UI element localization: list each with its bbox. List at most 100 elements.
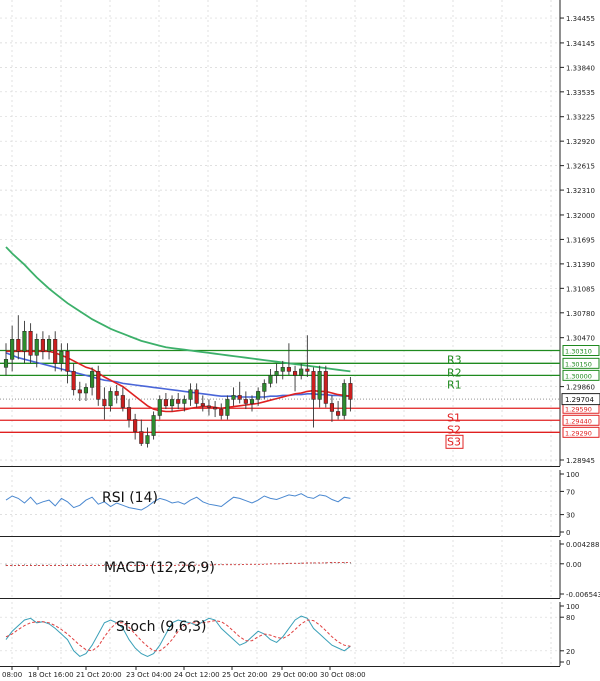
candle-body — [237, 395, 242, 400]
candle-body — [206, 405, 211, 408]
y-tick-label: 1.30470 — [566, 335, 595, 343]
y-tick-label: 1.32920 — [566, 138, 595, 146]
candle-body — [83, 387, 89, 394]
y-tick-label: -0.006543 — [566, 591, 600, 599]
candle-body — [53, 339, 58, 364]
pivot-name-r1: R1 — [447, 378, 462, 391]
candle-body — [249, 399, 255, 404]
current-price-label: 1.29704 — [565, 396, 594, 404]
y-tick-label: 1.31085 — [566, 285, 595, 293]
candle-body — [133, 419, 138, 432]
candle-body — [145, 435, 150, 444]
pivot-price-label: 1.30150 — [565, 360, 592, 368]
pivot-price-label: 1.29590 — [565, 405, 592, 413]
macd-signal-line — [6, 561, 351, 567]
candle-body — [77, 389, 82, 394]
candle-body — [59, 351, 64, 364]
candle-body — [10, 339, 15, 360]
x-tick-label: 29 Oct 00:00 — [272, 671, 318, 679]
candle-body — [65, 351, 70, 372]
candle-body — [225, 399, 230, 416]
y-tick-label: 1.31695 — [566, 236, 595, 244]
pivot-price-box — [562, 414, 600, 426]
candle-body — [40, 339, 45, 352]
candle-body — [274, 371, 279, 376]
candle-body — [348, 383, 353, 400]
candle-body — [293, 371, 298, 376]
x-tick-label: 23 Oct 04:00 — [126, 671, 172, 679]
candle-body — [213, 407, 218, 410]
candle-body — [176, 399, 181, 404]
pivot-price-box — [562, 345, 600, 357]
candle-body — [3, 359, 9, 368]
y-tick-label: 70 — [566, 488, 575, 496]
candle-body — [219, 408, 224, 416]
ma-red-line — [6, 350, 351, 413]
stoch-d-line — [5, 619, 351, 652]
candle-body — [71, 371, 76, 391]
candle-body — [342, 383, 347, 416]
y-tick-label: 100 — [566, 603, 579, 611]
y-tick-label: 0 — [566, 529, 570, 537]
pivot-name-s2: S2 — [447, 423, 461, 436]
y-tick-label: 30 — [566, 512, 575, 520]
candle-body — [102, 399, 107, 407]
ma-green-line — [5, 246, 351, 373]
candle-body — [194, 389, 199, 404]
y-tick-label: 80 — [566, 614, 575, 622]
candle-body — [139, 431, 144, 444]
candle-body — [231, 395, 236, 400]
y-tick-label: 1.32310 — [566, 187, 595, 195]
pivot-name-r2: R2 — [447, 366, 462, 379]
candle-body — [200, 403, 205, 407]
pivot-price-label: 1.30000 — [565, 372, 592, 380]
candle-body — [163, 399, 168, 407]
candle-body — [336, 411, 341, 416]
x-tick-label: 08:00 — [2, 671, 22, 679]
pivot-name-r3: R3 — [447, 354, 462, 367]
y-tick-label: 1.30780 — [566, 310, 595, 318]
candle-body — [114, 391, 119, 396]
candle-body — [182, 399, 187, 404]
y-tick-label: 1.31390 — [566, 261, 595, 269]
candle-body — [157, 399, 162, 416]
y-tick-label: 1.33840 — [566, 64, 595, 72]
candle-body — [22, 331, 27, 352]
y-tick-label: 1.33225 — [566, 114, 595, 122]
candle-body — [47, 339, 52, 352]
candle-body — [34, 339, 39, 356]
candle-body — [299, 368, 304, 376]
stoch-title: Stoch (9,6,3) — [116, 619, 207, 635]
rsi-title: RSI (14) — [102, 490, 158, 506]
macd-title: MACD (12,26,9) — [104, 560, 215, 576]
candle-body — [286, 367, 291, 372]
candle-body — [90, 371, 95, 388]
candle-body — [268, 375, 273, 384]
pivot-price-label: 1.29440 — [565, 417, 592, 425]
y-tick-label: 0.00 — [566, 561, 582, 569]
stoch-k-line — [5, 615, 351, 657]
pivot-price-box — [562, 369, 600, 381]
y-tick-label: 0.004288 — [566, 541, 599, 549]
pivot-price-box — [562, 426, 600, 438]
y-tick-label: 1.33535 — [566, 89, 595, 97]
x-tick-label: 18 Oct 16:00 — [28, 671, 74, 679]
candle-body — [126, 407, 132, 420]
x-tick-label: 30 Oct 08:00 — [320, 671, 366, 679]
y-tick-label: 1.28945 — [566, 457, 595, 465]
candle-body — [317, 371, 322, 400]
candle-body — [256, 391, 261, 400]
candle-body — [262, 383, 267, 392]
candle-body — [16, 339, 21, 352]
candle-body — [28, 331, 33, 356]
y-tick-label: 0 — [566, 659, 570, 667]
pivot-name-box — [445, 434, 464, 449]
candle-body — [243, 399, 248, 404]
pivot-price-box — [562, 357, 600, 369]
candle-body — [323, 371, 328, 404]
x-tick-label: 24 Oct 12:00 — [174, 671, 220, 679]
y-tick-label: 1.32000 — [566, 212, 595, 220]
candle-body — [188, 389, 193, 400]
x-tick-label: 21 Oct 20:00 — [76, 671, 122, 679]
